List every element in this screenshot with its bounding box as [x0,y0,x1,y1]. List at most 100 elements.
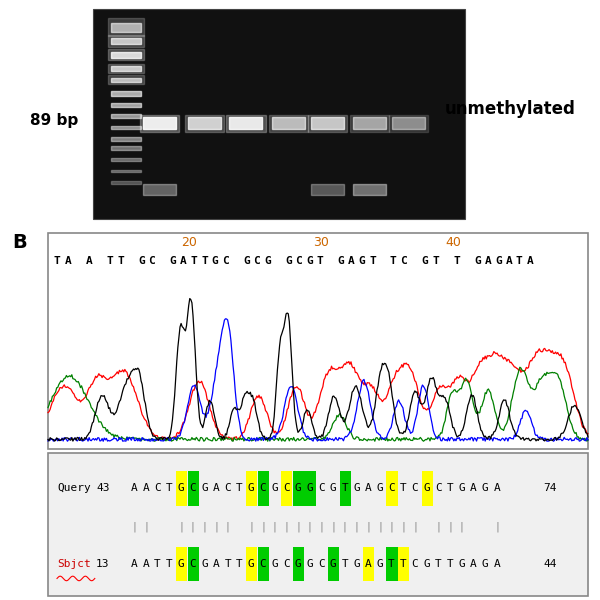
Text: G: G [482,559,488,569]
Text: G: G [330,559,337,569]
Text: G: G [264,256,271,266]
Text: |: | [459,521,465,532]
Text: T: T [453,256,460,266]
Text: A: A [143,559,149,569]
Text: T: T [224,559,231,569]
Bar [229,117,262,130]
Text: A: A [213,559,220,569]
Bar [111,114,141,118]
Bar [304,472,316,505]
Text: G: G [295,559,301,569]
Text: C: C [222,256,229,266]
Text: C: C [435,484,442,493]
Text: C: C [254,256,260,266]
Text: G: G [271,484,278,493]
Text: C: C [283,559,290,569]
Text: A: A [470,484,477,493]
Text: C: C [388,484,395,493]
Bar [349,115,389,131]
Bar [108,35,144,47]
Bar [143,184,176,195]
Text: T: T [54,256,61,266]
Text: G: G [495,256,502,266]
Text: G: G [337,256,344,266]
Bar [311,117,344,130]
Text: |: | [295,521,301,532]
Bar [111,146,141,150]
Bar [48,233,588,449]
Text: G: G [243,256,250,266]
Text: B: B [12,233,27,253]
Bar [308,115,347,131]
Text: G: G [353,484,360,493]
Bar [108,18,144,37]
Bar [353,184,386,195]
Text: A: A [348,256,355,266]
Text: |: | [365,521,371,532]
Text: C: C [412,559,418,569]
Text: T: T [107,256,113,266]
Bar [311,184,344,195]
Text: |: | [190,521,196,532]
Text: C: C [154,484,161,493]
Text: G: G [138,256,145,266]
Bar [293,547,304,581]
Bar [246,472,257,505]
Text: G: G [212,256,218,266]
Bar [363,547,374,581]
Bar [398,547,409,581]
Text: T: T [341,559,348,569]
Text: T: T [317,256,323,266]
Bar [281,472,292,505]
Bar [176,472,187,505]
Bar [111,103,141,107]
Text: C: C [190,559,196,569]
Text: G: G [271,559,278,569]
Text: 30: 30 [313,236,329,249]
Text: A: A [65,256,71,266]
Bar [111,137,141,141]
Text: G: G [295,484,301,493]
Text: |: | [272,521,278,532]
Text: A: A [143,484,149,493]
Bar [111,66,141,71]
Text: C: C [296,256,302,266]
Bar [111,91,141,96]
Text: G: G [201,484,208,493]
Bar [48,452,588,596]
Text: |: | [400,521,406,532]
Bar [185,115,223,131]
Text: G: G [353,559,360,569]
Text: |: | [131,521,137,532]
Bar [176,547,187,581]
Text: G: G [178,559,184,569]
Text: |: | [202,521,208,532]
Bar [111,38,141,44]
Text: 44: 44 [543,559,557,569]
Bar [111,23,141,32]
Bar [328,547,339,581]
Text: T: T [236,559,243,569]
Text: G: G [306,256,313,266]
Text: |: | [389,521,395,532]
Text: |: | [213,521,219,532]
Bar [258,547,269,581]
Text: |: | [447,521,453,532]
Text: G: G [330,484,337,493]
Text: |: | [494,521,500,532]
Text: |: | [342,521,348,532]
Text: A: A [365,484,371,493]
Text: |: | [143,521,149,532]
Text: G: G [359,256,365,266]
Bar [246,547,257,581]
Text: G: G [482,484,488,493]
Bar [187,547,199,581]
Bar [111,181,141,184]
Bar [108,49,144,61]
Text: T: T [369,256,376,266]
Text: T: T [191,256,197,266]
Bar [111,77,141,82]
Bar [111,170,141,172]
Text: T: T [236,484,243,493]
Text: G: G [421,256,428,266]
